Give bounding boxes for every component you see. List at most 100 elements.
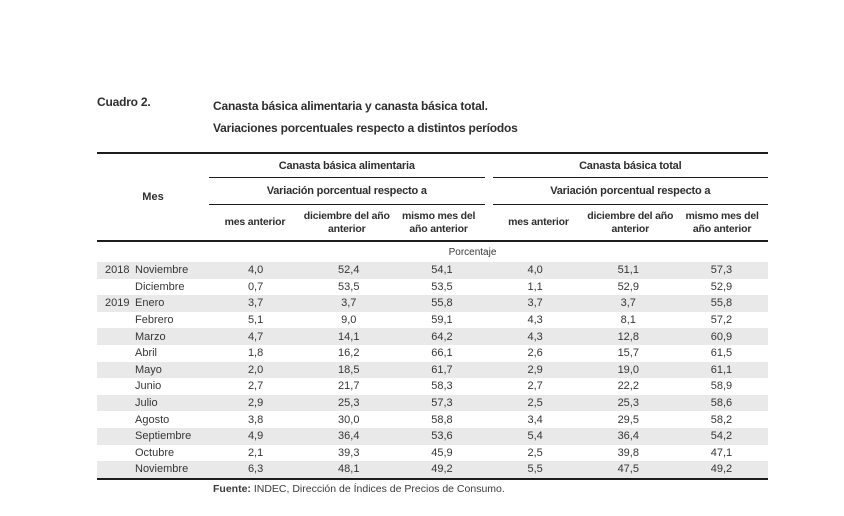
row-value: 1,8 bbox=[247, 347, 264, 360]
row-value: 49,2 bbox=[431, 463, 453, 476]
row-value: 47,5 bbox=[617, 463, 639, 476]
table-row: Agosto 3,8 30,0 58,8 3,4 29,5 58,2 bbox=[97, 411, 768, 428]
row-value: 47,1 bbox=[710, 446, 733, 459]
table-row: 2018 Noviembre 4,0 52,4 54,1 4,0 51,1 57,3 bbox=[97, 262, 768, 279]
row-value: 39,3 bbox=[338, 446, 360, 459]
row-value: 66,1 bbox=[431, 347, 453, 360]
row-value: 58,6 bbox=[710, 397, 733, 410]
row-value: 4,0 bbox=[527, 264, 543, 277]
row-value: 52,9 bbox=[710, 280, 733, 293]
row-month: Junio bbox=[135, 380, 162, 393]
source-note-label: Fuente: bbox=[213, 483, 251, 495]
table-row: Mayo 2,0 18,5 61,7 2,9 19,0 61,1 bbox=[97, 361, 768, 379]
row-month: Agosto bbox=[135, 413, 170, 426]
row-value: 5,5 bbox=[527, 463, 543, 476]
row-value: 64,2 bbox=[431, 330, 453, 343]
row-value: 2,9 bbox=[247, 397, 264, 410]
unit-label: Porcentaje bbox=[448, 246, 497, 258]
row-year: 2018 bbox=[105, 264, 130, 277]
group-subcolumns-cba: mes anterior diciembre del año anterior … bbox=[209, 205, 485, 240]
row-month: Diciembre bbox=[135, 280, 185, 293]
row-value: 30,0 bbox=[338, 413, 360, 426]
row-value: 29,5 bbox=[617, 413, 639, 426]
table-row: Octubre 2,1 39,3 45,9 2,5 39,8 47,1 bbox=[97, 445, 768, 462]
row-month: Julio bbox=[135, 397, 158, 410]
row-value: 45,9 bbox=[431, 446, 453, 459]
table-row: Julio 2,9 25,3 57,3 2,5 25,3 58,6 bbox=[97, 394, 768, 412]
row-value: 58,9 bbox=[710, 380, 733, 393]
row-value: 58,8 bbox=[431, 413, 453, 426]
row-value: 6,3 bbox=[247, 463, 264, 476]
row-value: 2,5 bbox=[527, 397, 543, 410]
row-value: 61,7 bbox=[431, 363, 453, 376]
table-caption-title: Canasta básica alimentaria y canasta bás… bbox=[213, 95, 518, 139]
row-value: 36,4 bbox=[617, 430, 639, 443]
row-month: Abril bbox=[135, 347, 158, 360]
row-value: 4,7 bbox=[247, 330, 264, 343]
row-value: 3,4 bbox=[527, 413, 543, 426]
row-month: Enero bbox=[135, 297, 165, 310]
row-value: 4,0 bbox=[247, 264, 264, 277]
row-value: 61,5 bbox=[710, 347, 733, 360]
row-value: 57,3 bbox=[431, 397, 453, 410]
group-header-canasta-basica-total: Canasta básica total Variación porcentua… bbox=[492, 154, 769, 240]
source-note: Fuente: INDEC, Dirección de Índices de P… bbox=[213, 483, 505, 495]
row-value: 57,2 bbox=[710, 314, 733, 327]
table-caption-title-line2: Variaciones porcentuales respecto a dist… bbox=[213, 121, 518, 135]
row-value: 0,7 bbox=[247, 280, 264, 293]
row-value: 14,1 bbox=[338, 330, 360, 343]
table-caption-label: Cuadro 2. bbox=[97, 95, 151, 109]
row-value: 39,8 bbox=[617, 446, 639, 459]
row-value: 2,0 bbox=[247, 363, 264, 376]
table-row: Marzo 4,7 14,1 64,2 4,3 12,8 60,9 bbox=[97, 328, 768, 345]
row-month: Noviembre bbox=[135, 463, 189, 476]
row-value: 8,1 bbox=[620, 314, 636, 327]
row-value: 5,4 bbox=[527, 430, 543, 443]
row-value: 2,7 bbox=[247, 380, 264, 393]
group-subtitle-cbt: Variación porcentual respecto a bbox=[492, 178, 768, 205]
column-header-diciembre-anio-anterior: diciembre del año anterior bbox=[303, 209, 390, 235]
row-value: 1,1 bbox=[527, 280, 543, 293]
row-value: 53,5 bbox=[338, 280, 360, 293]
row-value: 48,1 bbox=[338, 463, 360, 476]
column-header-mes-anterior: mes anterior bbox=[508, 216, 569, 228]
row-month: Mayo bbox=[135, 363, 162, 376]
row-month: Febrero bbox=[135, 314, 174, 327]
row-value: 22,2 bbox=[617, 380, 639, 393]
row-value: 58,3 bbox=[431, 380, 453, 393]
row-value: 4,3 bbox=[527, 314, 543, 327]
row-value: 59,1 bbox=[431, 314, 453, 327]
row-year: 2019 bbox=[105, 297, 130, 310]
row-value: 18,5 bbox=[338, 363, 360, 376]
source-note-text: INDEC, Dirección de Índices de Precios d… bbox=[250, 483, 505, 495]
row-value: 25,3 bbox=[617, 397, 639, 410]
row-value: 3,7 bbox=[620, 297, 636, 310]
table-row: Noviembre 6,3 48,1 49,2 5,5 47,5 49,2 bbox=[97, 461, 768, 478]
column-header-mismo-mes-anio-anterior: mismo mes del año anterior bbox=[685, 209, 759, 235]
row-value: 15,7 bbox=[617, 347, 639, 360]
row-value: 5,1 bbox=[247, 314, 264, 327]
row-value: 51,1 bbox=[617, 264, 639, 277]
row-value: 3,7 bbox=[341, 297, 357, 310]
row-value: 55,8 bbox=[710, 297, 733, 310]
row-value: 2,9 bbox=[527, 363, 543, 376]
group-title-cbt: Canasta básica total bbox=[492, 154, 768, 178]
table-row: Septiembre 4,9 36,4 53,6 5,4 36,4 54,2 bbox=[97, 427, 768, 445]
row-value: 53,6 bbox=[431, 430, 453, 443]
row-value: 52,4 bbox=[338, 264, 360, 277]
group-title-cba: Canasta básica alimentaria bbox=[209, 154, 485, 178]
row-value: 12,8 bbox=[617, 330, 639, 343]
row-value: 25,3 bbox=[338, 397, 360, 410]
row-value: 53,5 bbox=[431, 280, 453, 293]
column-header-mes-anterior: mes anterior bbox=[224, 216, 286, 228]
row-value: 49,2 bbox=[710, 463, 733, 476]
row-value: 61,1 bbox=[710, 363, 733, 376]
group-subcolumns-cbt: mes anterior diciembre del año anterior … bbox=[493, 205, 769, 240]
row-value: 54,2 bbox=[710, 430, 733, 443]
table-row: 2019 Enero 3,7 3,7 55,8 3,7 3,7 55,8 bbox=[97, 295, 768, 312]
row-month: Noviembre bbox=[135, 264, 189, 277]
row-month: Septiembre bbox=[135, 430, 192, 443]
group-header-canasta-basica-alimentaria: Canasta básica alimentaria Variación por… bbox=[209, 154, 485, 240]
table-row: Diciembre 0,7 53,5 53,5 1,1 52,9 52,9 bbox=[97, 279, 768, 296]
